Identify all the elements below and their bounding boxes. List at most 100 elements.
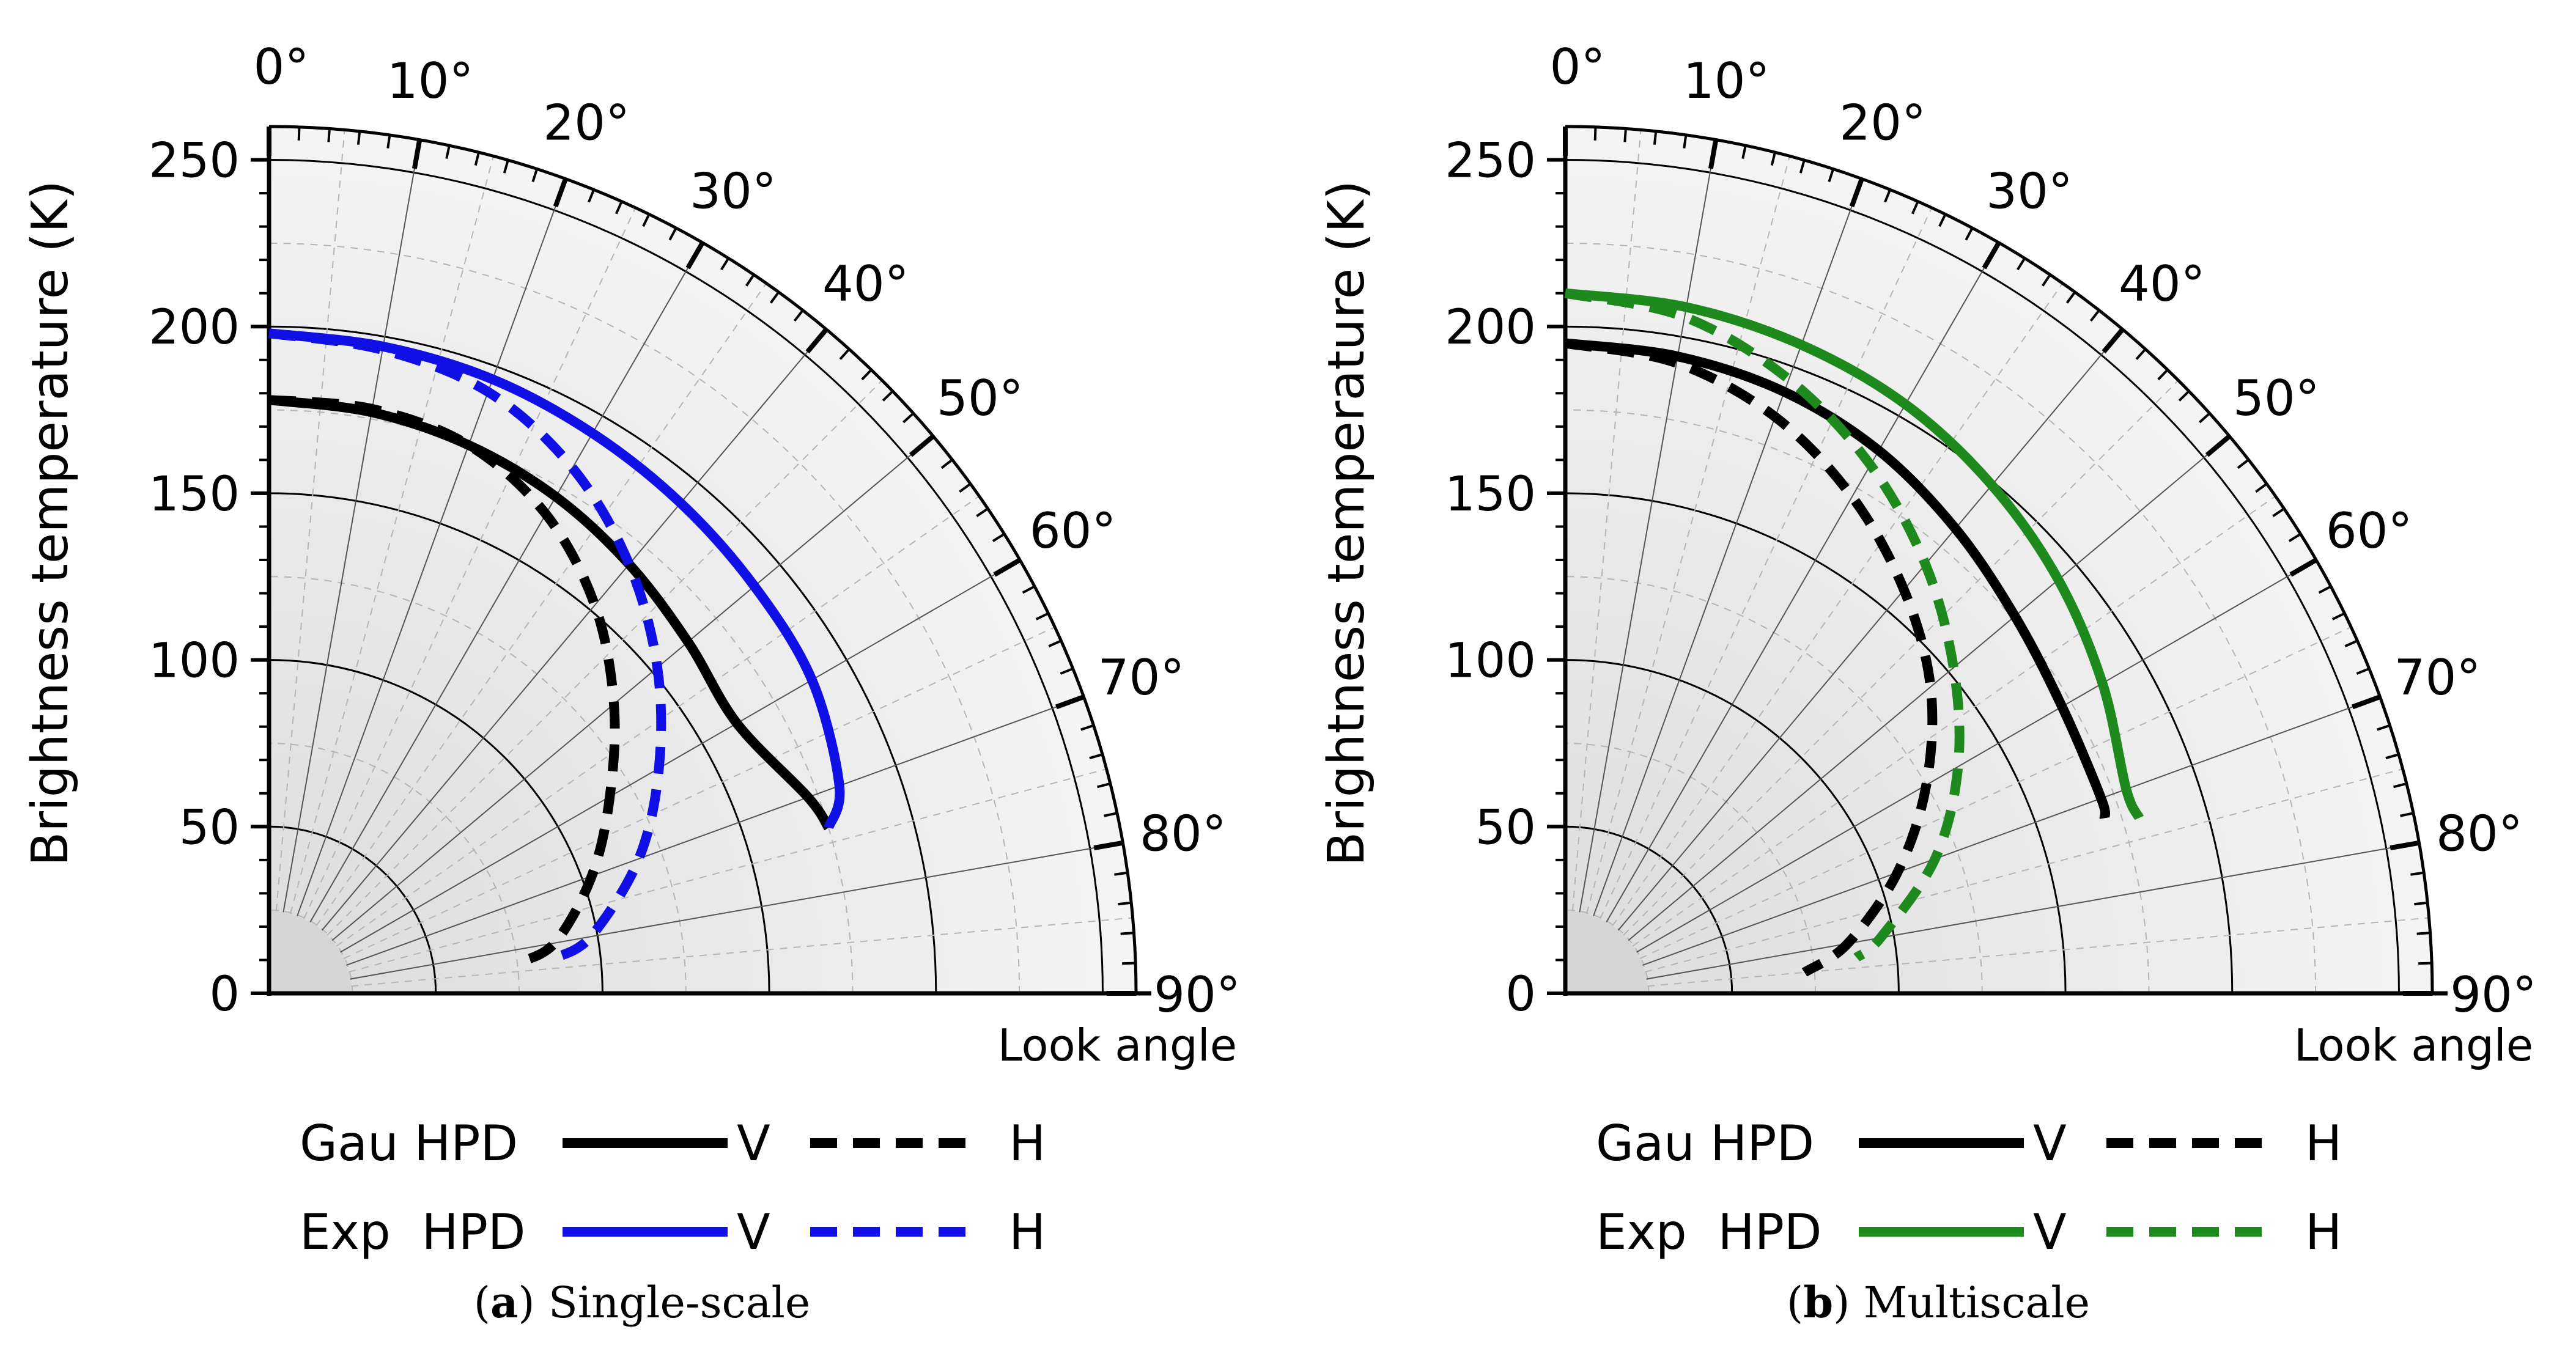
angle-tick-mark: [2416, 932, 2430, 935]
angle-tick-mark: [1093, 840, 1124, 851]
legend-v-label: V: [2033, 1115, 2067, 1172]
angle-tick-mark: [2400, 812, 2414, 817]
angle-tick-mark: [720, 257, 730, 271]
angle-tick-label: 70°: [2394, 649, 2481, 706]
angle-tick-mark: [2017, 257, 2026, 271]
angle-tick-mark: [1022, 585, 1035, 594]
angle-tick-label: 80°: [1140, 805, 1227, 862]
angle-tick-mark: [2414, 901, 2428, 906]
grid-circle: [1565, 659, 1900, 994]
angle-tick-label: 20°: [1839, 95, 1926, 152]
angle-tick-mark: [1653, 131, 1658, 145]
angle-tick-mark: [1048, 639, 1062, 648]
angle-tick-mark: [2318, 585, 2331, 594]
angle-tick-mark: [1623, 128, 1627, 142]
angle-tick-label: 50°: [2233, 370, 2320, 427]
outer-arc: [268, 125, 1138, 994]
angle-tick-mark: [2041, 274, 2051, 287]
angle-tick-mark: [1114, 871, 1128, 876]
grid-circle-minor: [268, 909, 353, 994]
legend-model-label: Exp HPD: [1596, 1204, 1822, 1260]
grid-spoke-minor: [1647, 917, 2429, 987]
grid-spoke: [346, 696, 1084, 966]
angle-tick-mark: [553, 178, 568, 207]
angle-tick-mark: [445, 145, 451, 159]
angle-tick-label: 90°: [2450, 966, 2537, 1023]
grid-spoke: [1646, 842, 2419, 980]
angle-tick-mark: [2237, 458, 2249, 469]
y-axis-label: Brightness temperature (K): [1318, 180, 1376, 866]
angle-tick-mark: [2331, 612, 2345, 620]
y-tick-label: 50: [1475, 800, 1536, 855]
grid-spoke: [350, 842, 1123, 980]
legend-model-label: Gau HPD: [1596, 1115, 1814, 1172]
caption-text: Multiscale: [1864, 1278, 2090, 1328]
angle-tick-mark: [793, 309, 804, 322]
angle-tick-mark: [588, 189, 596, 203]
angle-tick-mark: [1708, 139, 1719, 169]
grid-spoke: [1579, 139, 1717, 913]
legend-h-label: H: [1009, 1115, 1046, 1172]
grid-spoke-minor: [351, 917, 1133, 987]
angle-tick-mark: [1104, 812, 1118, 817]
angle-tick-mark: [2352, 694, 2381, 710]
angle-tick-mark: [1122, 962, 1136, 965]
caption-label: a: [490, 1277, 518, 1328]
angle-tick-mark: [642, 213, 651, 227]
grid-circle-minor: [268, 576, 687, 994]
angle-tick-label: 10°: [387, 53, 474, 109]
caption-paren-close: ): [1833, 1278, 1864, 1328]
legend-row: Exp HPD V H: [1596, 1204, 2342, 1260]
angle-tick-mark: [2385, 753, 2399, 760]
angle-tick-mark: [2410, 871, 2424, 876]
angle-tick-mark: [1035, 612, 1049, 620]
caption-paren-open: (: [474, 1278, 490, 1328]
angle-tick-mark: [1911, 201, 1919, 215]
grid-spoke: [1636, 559, 2317, 953]
grid-circle: [268, 659, 603, 994]
legend-h-label: H: [1009, 1204, 1046, 1260]
series-line-gau-hpd-v: [1565, 338, 2111, 819]
grid-spoke-minor: [1600, 207, 1933, 919]
angle-tick-mark: [839, 348, 851, 360]
angle-tick-mark: [1982, 241, 2001, 270]
caption-paren-close: ): [518, 1278, 548, 1328]
grid-spoke: [1628, 435, 2230, 941]
legend-model-label: Exp HPD: [300, 1204, 526, 1260]
y-axis-label: Brightness temperature (K): [21, 180, 79, 866]
angle-tick-mark: [1938, 213, 1947, 227]
angle-tick-mark: [1683, 134, 1688, 149]
angle-tick-mark: [2178, 390, 2190, 402]
angle-tick-mark: [2390, 840, 2420, 851]
series-line-exp-hpd-v: [1565, 288, 2144, 820]
y-tick-label: 250: [1445, 134, 1536, 189]
caption-paren-open: (: [1787, 1278, 1803, 1328]
grid-spoke-minor: [303, 207, 637, 919]
legend-v-label: V: [737, 1204, 770, 1260]
grid-spoke-minor: [1623, 380, 2179, 936]
angle-tick-mark: [411, 139, 423, 169]
series-line-gau-hpd-v: [268, 395, 833, 831]
angle-tick-mark: [2205, 434, 2231, 457]
grid-spoke: [1593, 178, 1862, 916]
look-angle-label: Look angle: [2294, 1020, 2533, 1071]
angle-tick-mark: [2272, 507, 2285, 518]
grid-spoke-minor: [1612, 282, 2064, 927]
angle-tick-mark: [940, 458, 953, 469]
angle-tick-mark: [1741, 145, 1747, 159]
grid-circle: [1565, 159, 2400, 994]
angle-tick-label: 20°: [543, 95, 630, 152]
angle-tick-label: 80°: [2436, 805, 2523, 862]
angle-tick-mark: [1060, 667, 1074, 675]
look-angle-label: Look angle: [998, 1020, 1237, 1071]
panel-caption: (a) Single-scale: [474, 1277, 811, 1328]
grid-spoke: [331, 435, 934, 941]
y-tick-label: 150: [1445, 467, 1536, 522]
caption-label: b: [1803, 1277, 1833, 1328]
angle-tick-mark: [959, 482, 972, 493]
angle-tick-mark: [386, 134, 391, 149]
angle-tick-mark: [2418, 962, 2432, 965]
grid-spoke-minor: [1644, 768, 2403, 973]
angle-tick-label: 30°: [690, 163, 777, 219]
